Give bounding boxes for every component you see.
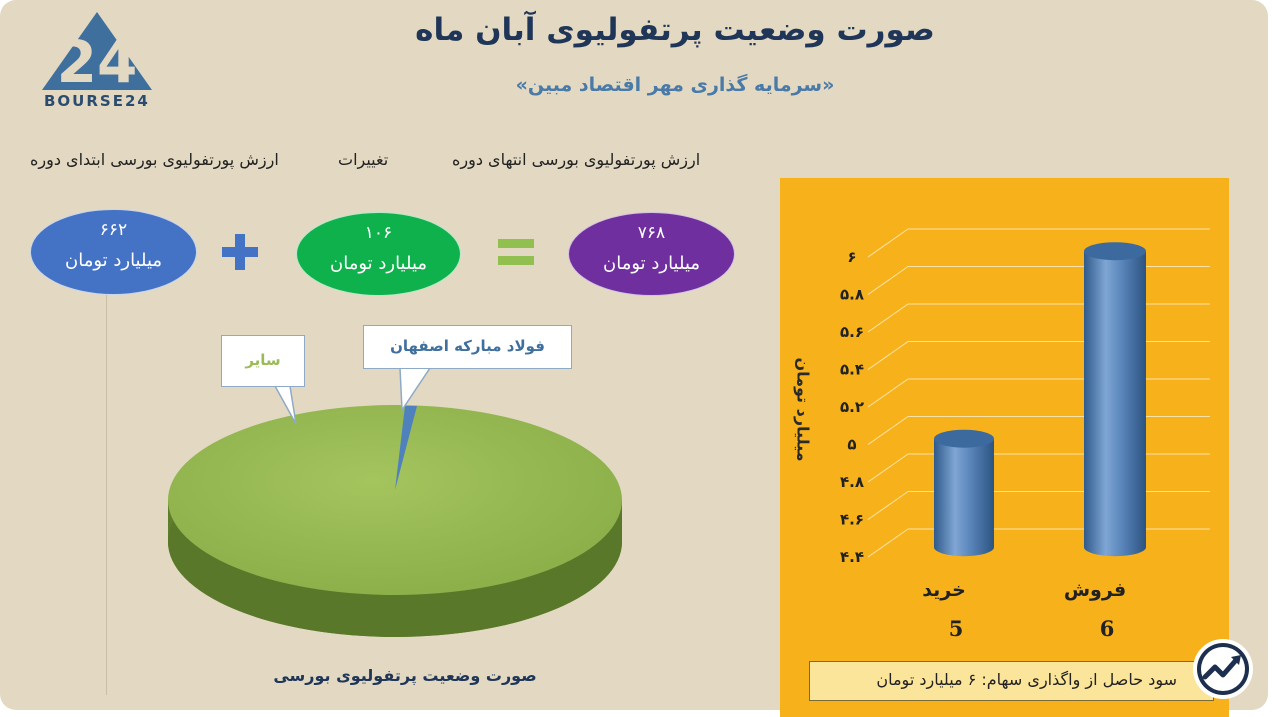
- end-value-oval: ۷۶۸ میلیارد تومان: [568, 212, 735, 296]
- pie-chart: [168, 405, 622, 637]
- pie-chart-title: صورت وضعیت پرتفولیوی بورسی: [273, 666, 537, 685]
- callout-foolad: فولاد مبارکه اصفهان: [363, 325, 572, 369]
- start-value-oval: ۶۶۲ میلیارد تومان: [30, 209, 197, 295]
- page-title: صورت وضعیت پرتفولیوی آبان ماه: [415, 12, 935, 48]
- guide-line: [106, 295, 107, 695]
- y-tick-label: ۴.۶: [840, 511, 864, 529]
- bar-cap-0: [934, 429, 994, 448]
- bar-value-label: 5: [949, 616, 964, 641]
- bourse24-logo-icon: 24: [42, 12, 152, 96]
- grid-line: [867, 303, 909, 333]
- y-tick-label: ۵.۴: [840, 361, 864, 379]
- end-value-number: ۷۶۸: [637, 223, 666, 243]
- trend-chart-icon: [1193, 639, 1253, 699]
- start-value-unit: میلیارد تومان: [64, 250, 163, 271]
- pie-slice-foolad: [395, 405, 417, 490]
- grid-line: [867, 266, 909, 295]
- x-category-label: خرید: [922, 579, 966, 601]
- logo-mark: 24: [57, 28, 138, 96]
- grid-line: [867, 528, 909, 558]
- x-category-label: فروش: [1064, 579, 1126, 601]
- bar-cap-1: [1084, 242, 1146, 261]
- plus-icon: [222, 234, 258, 270]
- start-value-number: ۶۶۲: [99, 220, 128, 240]
- equals-icon: [498, 239, 534, 265]
- bar-value-label: 6: [1100, 616, 1115, 641]
- grid-line: [867, 491, 909, 520]
- change-value-number: ۱۰۶: [364, 223, 393, 243]
- callout-other: سایر: [221, 335, 305, 387]
- grid-line: [867, 228, 909, 258]
- end-value-label: ارزش پورتفولیوی بورسی انتهای دوره: [452, 150, 701, 169]
- bar-0: [934, 438, 994, 557]
- profit-banner: سود حاصل از واگذاری سهام: ۶ میلیارد توما…: [809, 661, 1214, 701]
- page-subtitle: «سرمایه گذاری مهر اقتصاد مبین»: [515, 74, 835, 96]
- start-value-label: ارزش پورتفولیوی بورسی ابتدای دوره: [30, 150, 279, 169]
- grid-line: [867, 453, 909, 483]
- y-tick-label: ۶: [847, 248, 856, 266]
- bar-chart-y-label: میلیارد تومان: [793, 357, 813, 462]
- grid-line: [867, 341, 909, 370]
- bar-chart-panel: [780, 178, 1229, 717]
- logo-text: BOURSE24: [44, 92, 150, 110]
- change-label: تغییرات: [338, 150, 389, 169]
- y-tick-label: ۴.۴: [840, 548, 864, 566]
- change-value-oval: ۱۰۶ میلیارد تومان: [296, 212, 461, 296]
- y-tick-label: ۴.۸: [840, 473, 864, 491]
- grid-line: [867, 378, 909, 408]
- change-value-unit: میلیارد تومان: [329, 253, 428, 274]
- pie-slice-other: [168, 405, 622, 595]
- y-tick-label: ۵: [847, 436, 856, 454]
- bar-1: [1084, 251, 1146, 557]
- grid-line: [867, 416, 909, 445]
- end-value-unit: میلیارد تومان: [602, 253, 701, 274]
- y-tick-label: ۵.۶: [840, 323, 864, 341]
- y-tick-label: ۵.۸: [840, 286, 864, 304]
- y-tick-label: ۵.۲: [840, 398, 864, 416]
